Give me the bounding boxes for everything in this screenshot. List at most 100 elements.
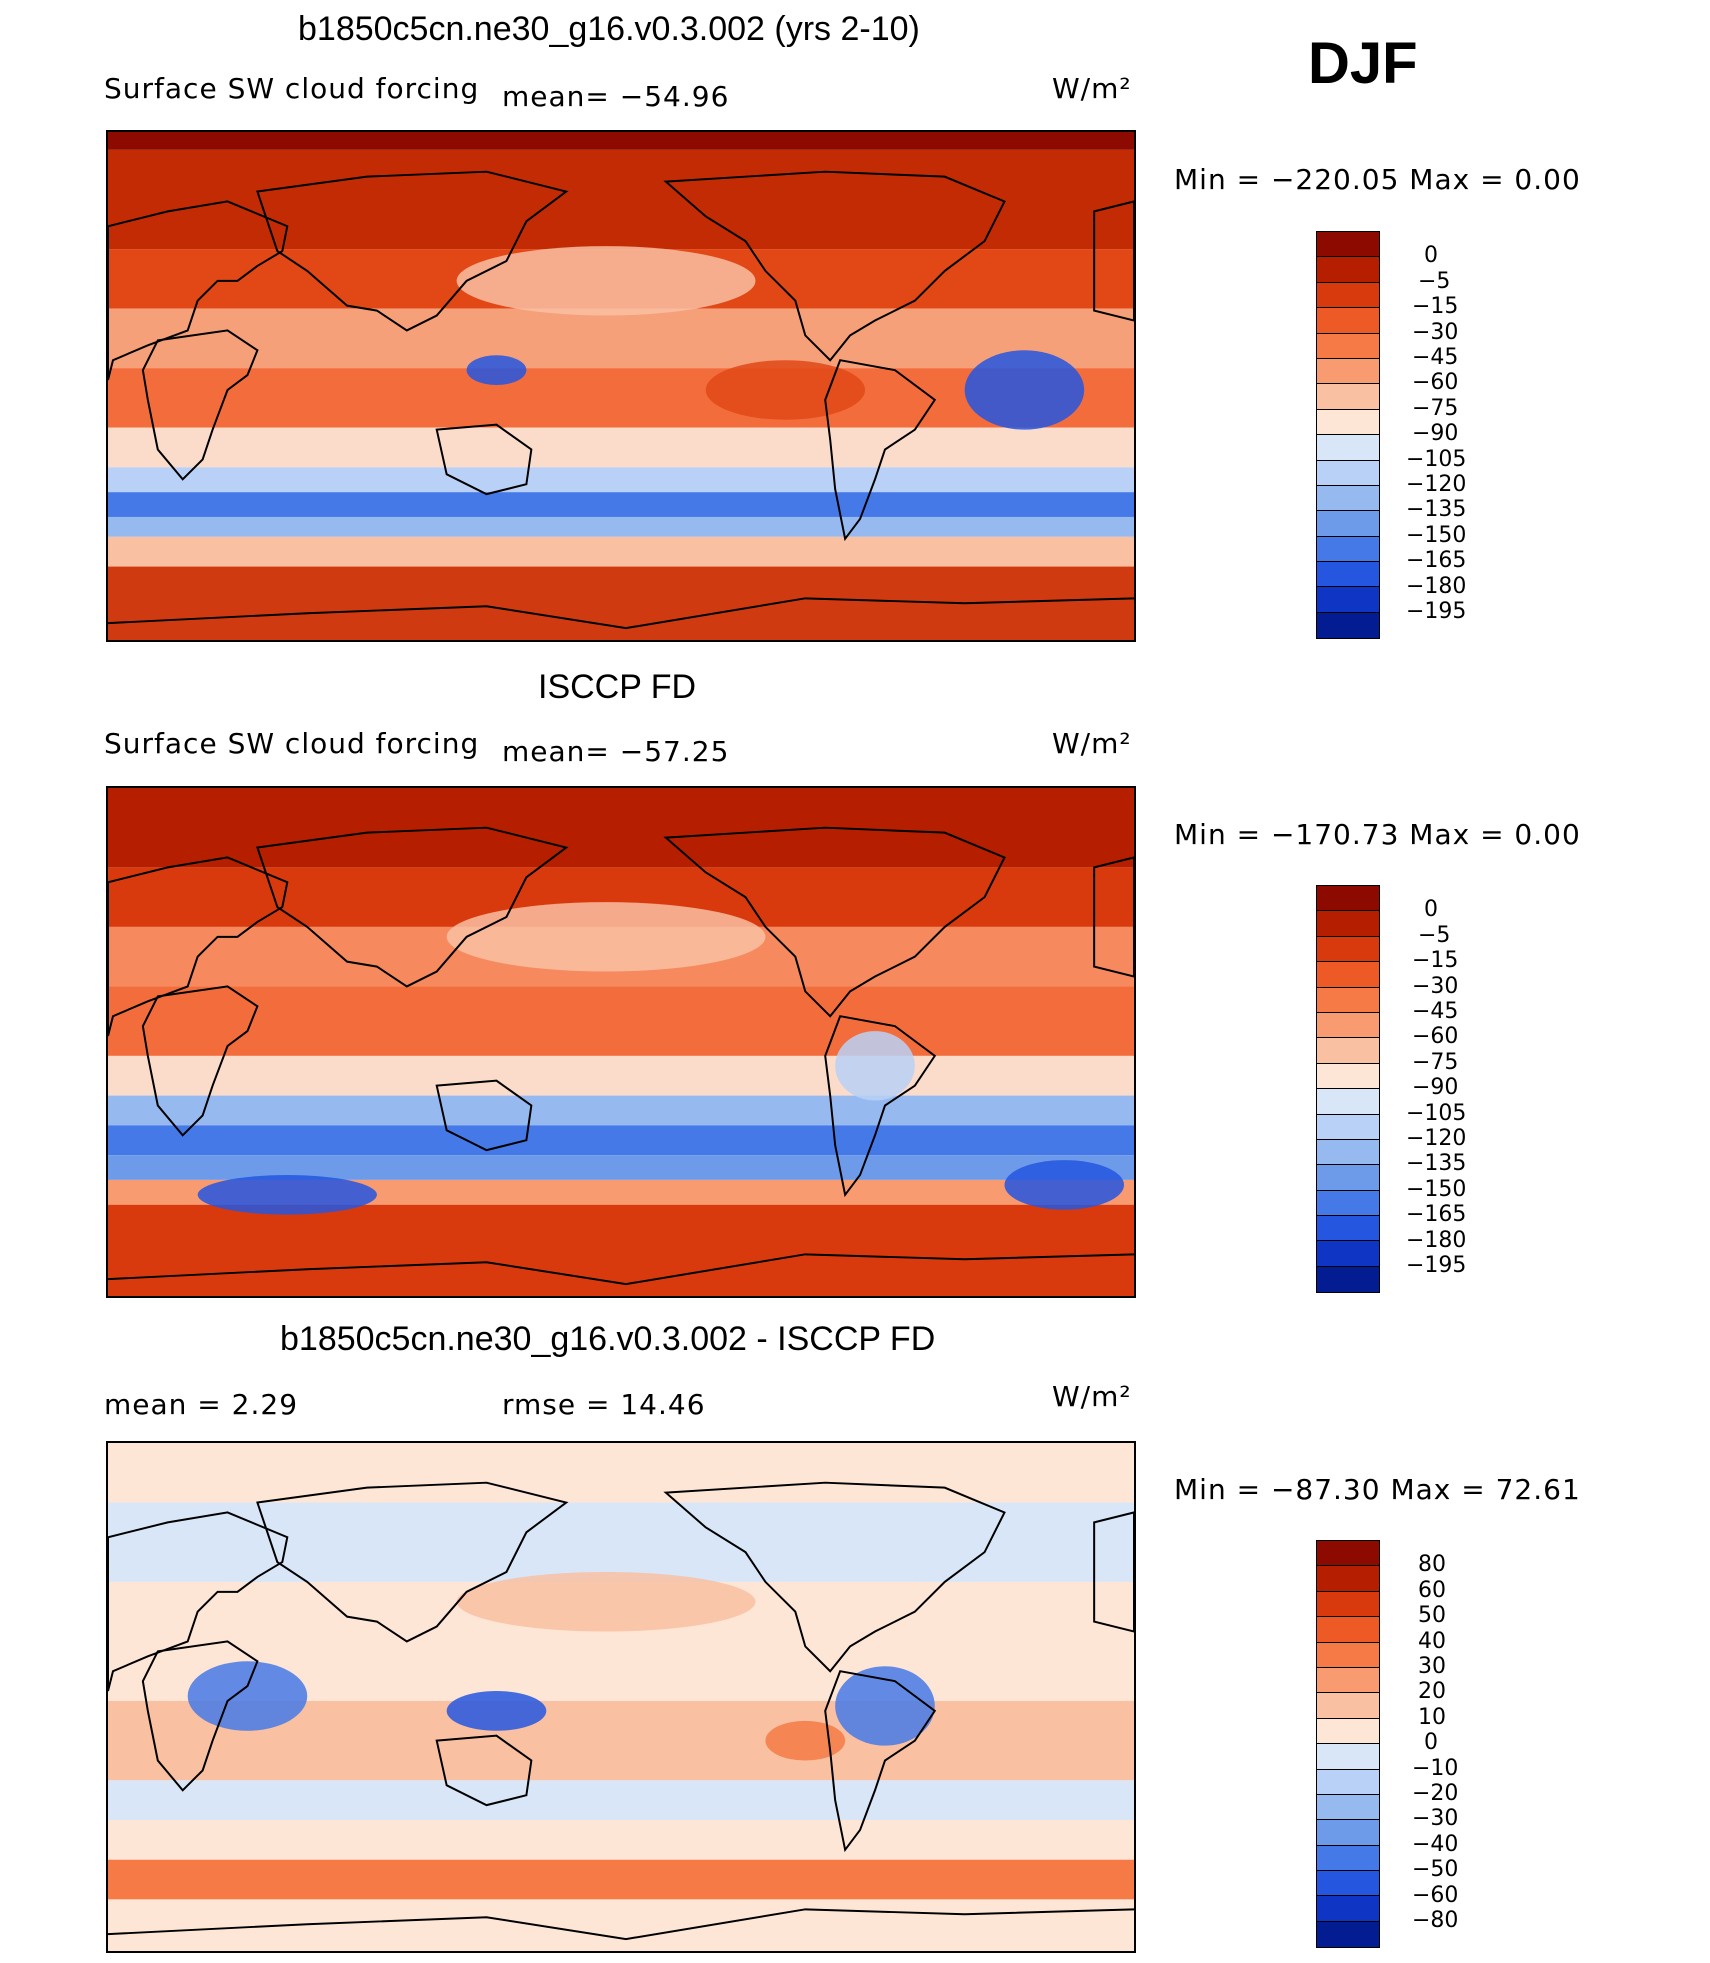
colorbar-tick-label: 30 (1418, 1654, 1446, 1679)
coastline (663, 826, 1006, 1018)
coastline (108, 1511, 289, 1692)
colorbar-segment (1317, 485, 1379, 512)
colorbar-segment (1317, 460, 1379, 486)
colorbar-tick-label: 40 (1418, 1628, 1446, 1654)
colorbar-segment (1317, 987, 1379, 1013)
colorbar-tick-label: −180 (1406, 1227, 1467, 1253)
coastline (256, 826, 569, 988)
colorbar-tick-label: −195 (1406, 599, 1467, 624)
coastline (824, 359, 937, 542)
contour-region (456, 246, 756, 316)
colorbar-segment (1317, 1896, 1379, 1922)
colorbar-segment (1317, 1190, 1379, 1217)
panel1-title: b1850c5cn.ne30_g16.v0.3.002 (yrs 2-10) (298, 10, 920, 48)
colorbar-segment (1317, 1038, 1379, 1064)
colorbar-segment (1317, 1871, 1379, 1897)
colorbar-tick-label: −50 (1412, 1857, 1459, 1883)
panel2-variable-label: Surface SW cloud forcing (104, 727, 480, 760)
contour-band (108, 1055, 1134, 1096)
contour-band (108, 1443, 1134, 1503)
colorbar-segment (1317, 1642, 1379, 1668)
coastline (141, 985, 259, 1137)
panel3-title: b1850c5cn.ne30_g16.v0.3.002 - ISCCP FD (280, 1320, 936, 1358)
panel2-colorbar (1316, 885, 1380, 1294)
panel2-minmax: Min = −170.73 Max = 0.00 (1174, 818, 1581, 851)
colorbar-segment (1317, 562, 1379, 588)
contour-region (446, 902, 766, 972)
panel2-map (106, 786, 1136, 1298)
colorbar-segment (1317, 1617, 1379, 1643)
contour-region (765, 1720, 846, 1761)
contour-band (108, 427, 1134, 468)
panel2-map-svg (108, 788, 1134, 1296)
coastline (108, 1908, 1134, 1941)
colorbar-tick-label: 60 (1418, 1577, 1446, 1603)
colorbar-tick-label: −120 (1406, 1126, 1467, 1151)
panel1-mean-label: mean= −54.96 (502, 80, 730, 113)
colorbar-segment (1317, 612, 1379, 639)
coastline (141, 1640, 259, 1792)
contour-band (108, 1780, 1134, 1821)
contour-region (456, 1571, 756, 1632)
colorbar-tick-label: −165 (1406, 1202, 1467, 1228)
coastline (108, 597, 1134, 630)
colorbar-tick-label: −45 (1412, 345, 1459, 370)
colorbar-tick-label: 50 (1418, 1603, 1446, 1629)
colorbar-segment (1317, 409, 1379, 436)
colorbar-segment (1317, 257, 1379, 283)
colorbar-segment (1317, 1012, 1379, 1039)
coastline (141, 329, 259, 481)
colorbar-segment (1317, 1591, 1379, 1618)
coastline (435, 1734, 533, 1807)
colorbar-segment (1317, 1216, 1379, 1242)
contour-band (108, 986, 1134, 1056)
panel2-title: ISCCP FD (538, 668, 697, 706)
panel1-units: W/m² (1052, 72, 1132, 105)
colorbar-segment (1317, 1693, 1379, 1719)
coastline (1093, 856, 1134, 978)
contour-band (108, 516, 1134, 537)
colorbar-tick-label: −45 (1412, 999, 1459, 1024)
colorbar-tick-label: −10 (1412, 1755, 1459, 1781)
panel1-variable-label: Surface SW cloud forcing (104, 72, 480, 105)
colorbar-segment (1317, 511, 1379, 537)
colorbar-tick-label: 0 (1424, 243, 1438, 269)
colorbar-segment (1317, 1139, 1379, 1166)
coastline (824, 1015, 937, 1198)
panel3-minmax: Min = −87.30 Max = 72.61 (1174, 1473, 1581, 1506)
colorbar-segment (1317, 1241, 1379, 1267)
colorbar-segment (1317, 282, 1379, 309)
colorbar-tick-label: 20 (1418, 1679, 1446, 1705)
colorbar-tick-label: −105 (1406, 1100, 1467, 1126)
colorbar-tick-label: −75 (1412, 1049, 1459, 1075)
colorbar-segment (1317, 333, 1379, 359)
colorbar-tick-label: −30 (1412, 319, 1459, 345)
colorbar-segment (1317, 1089, 1379, 1115)
contour-region (835, 1031, 915, 1101)
colorbar-segment (1317, 384, 1379, 410)
colorbar-segment (1317, 587, 1379, 613)
contour-band (108, 1820, 1134, 1860)
contour-region (466, 355, 527, 386)
contour-band (108, 788, 1134, 868)
contour-band (108, 492, 1134, 517)
colorbar-segment (1317, 1165, 1379, 1191)
coastline (108, 1253, 1134, 1286)
contour-band (108, 308, 1134, 369)
contour-region (1004, 1160, 1125, 1210)
colorbar-tick-label: −135 (1406, 497, 1467, 523)
coastline (256, 170, 569, 332)
colorbar-segment (1317, 308, 1379, 334)
contour-region (197, 1174, 377, 1215)
contour-band (108, 1095, 1134, 1126)
colorbar-tick-label: −150 (1406, 1176, 1467, 1202)
colorbar-tick-label: −195 (1406, 1253, 1467, 1278)
contour-band (108, 132, 1134, 150)
contour-region (705, 360, 866, 420)
colorbar-segment (1317, 1820, 1379, 1846)
colorbar-tick-label: −60 (1412, 1024, 1459, 1050)
panel3-units: W/m² (1052, 1380, 1132, 1413)
colorbar-segment (1317, 1845, 1379, 1872)
colorbar-tick-label: −165 (1406, 548, 1467, 574)
contour-band (108, 536, 1134, 567)
